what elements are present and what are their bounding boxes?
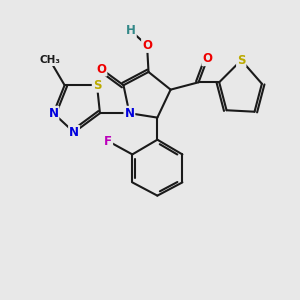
Text: S: S xyxy=(93,79,101,92)
Text: N: N xyxy=(124,107,134,120)
Text: H: H xyxy=(126,24,136,37)
Text: O: O xyxy=(202,52,212,65)
Text: N: N xyxy=(69,126,79,139)
Text: S: S xyxy=(237,54,245,67)
Text: F: F xyxy=(104,135,112,148)
Text: N: N xyxy=(48,107,59,120)
Text: O: O xyxy=(142,39,152,52)
Text: CH₃: CH₃ xyxy=(39,55,60,65)
Text: O: O xyxy=(96,62,106,76)
